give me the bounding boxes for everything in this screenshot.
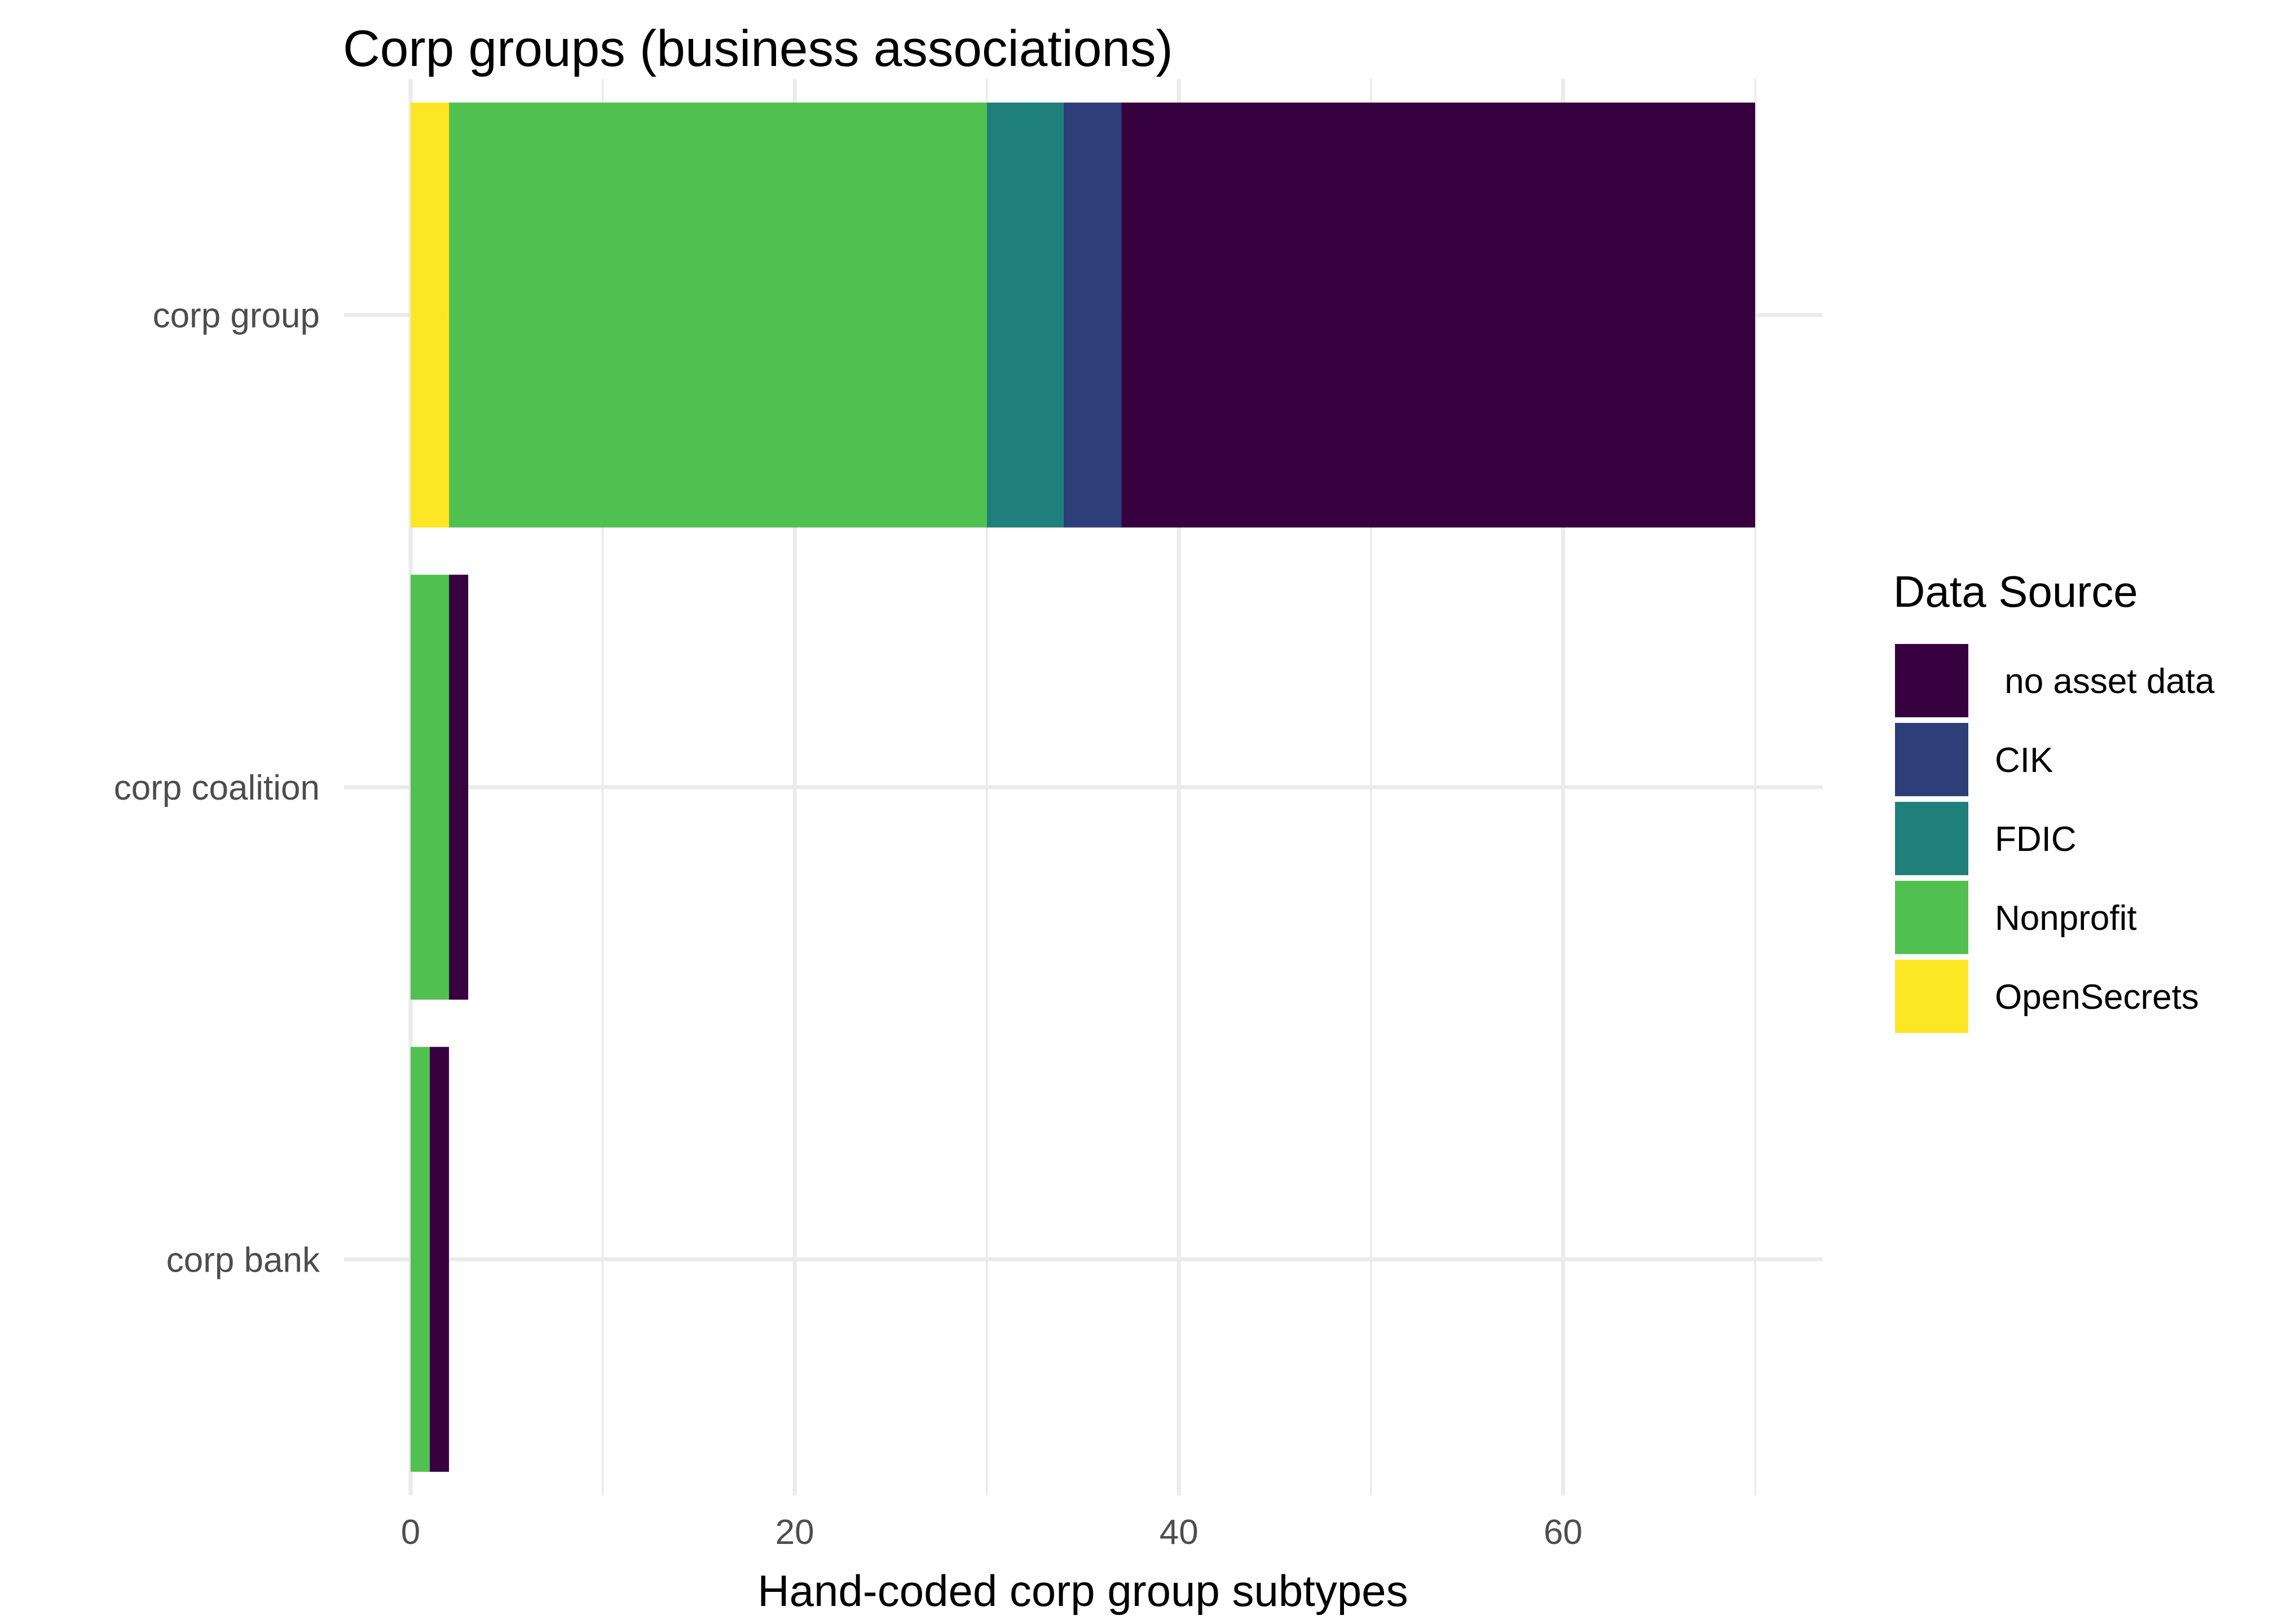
legend-key xyxy=(1895,723,1968,796)
legend-label: Nonprofit xyxy=(1995,899,2137,938)
bar-segment xyxy=(411,575,449,1000)
bar-segment xyxy=(430,1047,449,1472)
legend-key xyxy=(1895,644,1968,717)
y-axis-ticks: corp group corp coalition corp bank xyxy=(114,297,320,1280)
x-tick-label: 20 xyxy=(775,1513,814,1552)
chart-title: Corp groups (business associations) xyxy=(343,20,1173,77)
legend-key xyxy=(1895,960,1968,1033)
x-tick-label: 60 xyxy=(1544,1513,1583,1552)
y-tick-label: corp group xyxy=(153,297,320,336)
y-tick-label: corp coalition xyxy=(114,769,320,807)
bar-segment xyxy=(1121,102,1755,528)
bar-segment xyxy=(411,1047,430,1472)
legend-key xyxy=(1895,802,1968,875)
x-axis-title: Hand-coded corp group subtypes xyxy=(757,1566,1408,1616)
x-tick-label: 0 xyxy=(401,1513,420,1552)
legend-items: no asset data CIK FDIC Nonprofit OpenSecrets xyxy=(1895,644,2215,1033)
legend-label: OpenSecrets xyxy=(1995,978,2199,1017)
legend: Data Source no asset data CIK FDIC Nonprofi… xyxy=(1893,567,2215,1033)
legend-title: Data Source xyxy=(1893,567,2138,616)
x-tick-label: 40 xyxy=(1160,1513,1198,1552)
legend-label: no asset data xyxy=(1995,662,2215,701)
bar-segment xyxy=(449,575,469,1000)
legend-key xyxy=(1895,881,1968,954)
y-tick-label: corp bank xyxy=(166,1241,320,1279)
x-axis-ticks: 0 20 40 60 xyxy=(401,1513,1583,1552)
legend-label: FDIC xyxy=(1995,820,2077,859)
bar-segment xyxy=(1063,102,1122,528)
bar-segment xyxy=(411,102,449,528)
bars xyxy=(411,102,1755,1472)
legend-label: CIK xyxy=(1995,741,2053,780)
bar-segment xyxy=(449,102,987,528)
bar-segment xyxy=(986,102,1064,528)
